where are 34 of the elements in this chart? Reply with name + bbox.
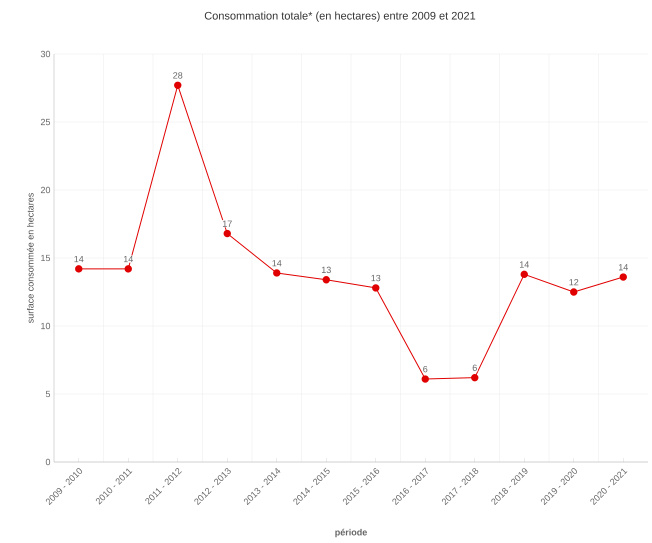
data-label: 14: [272, 260, 282, 266]
data-label: 6: [423, 366, 428, 372]
point: [174, 82, 182, 89]
point: [124, 265, 132, 273]
y-tick-label: 15: [41, 254, 50, 262]
data-label: 6: [472, 364, 477, 371]
y-tick-label: 10: [41, 322, 50, 330]
data-label: 13: [322, 266, 331, 274]
y-tick-label: 0: [46, 458, 50, 466]
point: [570, 288, 578, 296]
data-label: 14: [520, 261, 529, 268]
chart-title: Consommation totale* (en hectares) entre 2009 et 2021: [204, 12, 476, 22]
point: [224, 230, 231, 238]
y-tick-label: 5: [46, 390, 50, 398]
data-label: 14: [618, 264, 628, 270]
point: [273, 269, 280, 277]
y-axis-title: surface consommée en hectares: [26, 193, 34, 324]
point: [422, 375, 429, 383]
point: [322, 276, 330, 284]
point: [620, 273, 627, 281]
data-label: 13: [371, 274, 380, 282]
y-tick-label: 30: [40, 50, 50, 58]
data-label: 17: [222, 220, 232, 227]
x-axis-title: période: [335, 528, 367, 538]
point: [520, 270, 528, 278]
point: [372, 284, 380, 292]
point: [75, 265, 82, 273]
data-label: 14: [124, 256, 133, 262]
y-tick-label: 20: [40, 186, 50, 194]
data-label: 12: [569, 279, 578, 286]
point: [471, 374, 478, 382]
data-label: 14: [74, 256, 84, 262]
data-label: 28: [173, 72, 182, 79]
y-tick-label: 25: [40, 118, 50, 126]
